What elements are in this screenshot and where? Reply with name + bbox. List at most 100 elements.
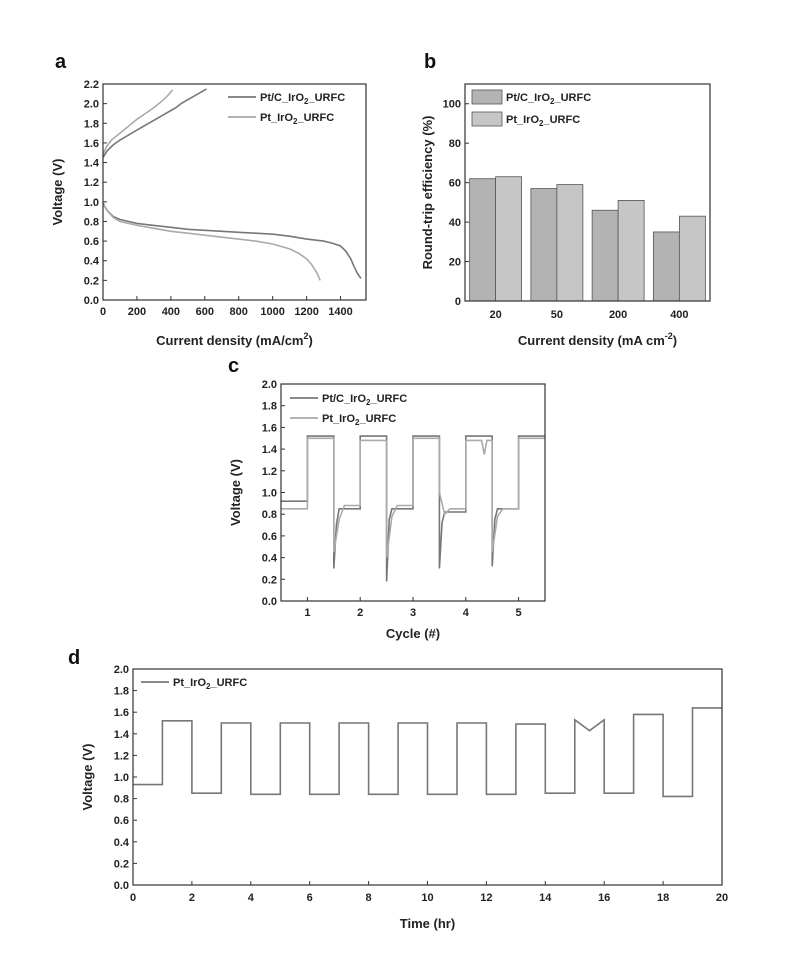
y-axis-label-b: Round-trip efficiency (%): [420, 116, 435, 270]
x-tick-label-d-0: 0: [130, 892, 136, 904]
legend-sub-b-1: 2: [539, 119, 544, 128]
y-tick-label-d-0: 0.0: [114, 880, 129, 892]
x-axis-label-d: Time (hr): [400, 916, 455, 931]
series-line-a-0-1: [102, 201, 362, 279]
series-line-d-0: [133, 707, 722, 798]
y-tick-label-d-1: 0.2: [114, 858, 129, 870]
bar-b-0-0: [469, 178, 497, 302]
bar-b-1-1: [556, 184, 584, 302]
y-tick-label-d-6: 1.2: [114, 750, 129, 762]
legend-label-b-0: Pt/C_IrO2_URFC: [506, 92, 591, 106]
y-tick-label-c-0: 0.0: [262, 596, 277, 608]
legend-sub-a-0: 2: [304, 97, 309, 106]
legend-sub-a-1: 2: [293, 117, 298, 126]
x-tick-label-d-10: 20: [716, 892, 728, 904]
y-tick-label-a-9: 1.8: [84, 118, 99, 130]
legend-text-b-1: Pt_IrO: [506, 114, 539, 126]
x-axis-label-sup-a: 2: [304, 331, 309, 341]
x-axis-label-sup-b: -2: [665, 331, 673, 341]
y-tick-label-a-8: 1.6: [84, 138, 99, 150]
y-tick-label-a-2: 0.4: [84, 256, 100, 268]
plot-frame-a: [102, 83, 367, 301]
y-tick-label-c-1: 0.2: [262, 574, 277, 586]
panel-b-chart: 0 20 40 60 80 100 Round-trip efficiency (%) 20 5…: [420, 83, 711, 348]
x-tick-label-a-2: 400: [162, 306, 180, 318]
y-axis-label-d: Voltage (V): [80, 744, 95, 811]
y-tick-label-a-6: 1.2: [84, 177, 99, 189]
legend-swatch-b-0: [471, 89, 503, 105]
x-tick-label-a-0: 0: [100, 306, 106, 318]
y-tick-label-b-4: 80: [449, 138, 461, 150]
y-tick-label-b-0: 0: [455, 296, 461, 308]
legend-sub-b-0: 2: [550, 97, 555, 106]
legend-text-b-0: Pt/C_IrO: [506, 92, 550, 104]
legend-suffix-c-0: _URFC: [369, 393, 407, 405]
y-tick-label-d-10: 2.0: [114, 664, 129, 676]
y-tick-label-b-1: 20: [449, 257, 461, 269]
legend-text-c-1: Pt_IrO: [322, 413, 355, 425]
legend-text-a-1: Pt_IrO: [260, 112, 293, 124]
y-tick-label-c-4: 0.8: [262, 509, 277, 521]
series-line-a-1-1: [102, 201, 321, 281]
x-tick-label-d-7: 14: [539, 892, 552, 904]
legend-suffix-a-1: _URFC: [296, 112, 334, 124]
series-line-a-1-0: [102, 89, 174, 156]
legend-label-d-0: Pt_IrO2_URFC: [173, 677, 247, 691]
legend-swatch-b-1: [471, 111, 503, 127]
legend-text-d-0: Pt_IrO: [173, 677, 206, 689]
x-tick-label-c-4: 5: [516, 607, 522, 619]
legend-sub-c-0: 2: [366, 398, 371, 407]
y-tick-label-a-5: 1.0: [84, 197, 99, 209]
plot-frame-d: [132, 668, 723, 886]
x-tick-label-d-5: 10: [421, 892, 433, 904]
y-tick-label-d-9: 1.8: [114, 686, 129, 698]
x-tick-label-a-7: 1400: [328, 306, 352, 318]
x-tick-label-d-9: 18: [657, 892, 669, 904]
plot-frame-c: [280, 383, 546, 602]
y-tick-label-d-5: 1.0: [114, 772, 129, 784]
bar-b-0-2: [591, 209, 619, 302]
legend-label-a-0: Pt/C_IrO2_URFC: [260, 92, 345, 106]
x-tick-label-d-6: 12: [480, 892, 492, 904]
y-tick-label-a-0: 0.0: [84, 295, 99, 307]
x-axis-label-b: Current density (mA cm-2): [518, 331, 677, 348]
x-tick-label-a-4: 800: [230, 306, 248, 318]
x-axis-label-a: Current density (mA/cm2): [156, 331, 313, 348]
y-tick-label-a-4: 0.8: [84, 216, 99, 228]
series-line-c-1: [281, 437, 545, 558]
x-axis-label-text-a: Current density (mA/cm: [156, 333, 303, 348]
y-tick-label-a-7: 1.4: [84, 158, 100, 170]
x-axis-label-c: Cycle (#): [386, 626, 440, 641]
series-line-a-0-0: [102, 88, 207, 159]
x-tick-label-b-2: 200: [609, 309, 627, 321]
panel-d-chart: 0.0 0.2 0.4 0.6 0.8 1.0 1.2 1.4 1.6 1.8 2.0 Voltage…: [80, 664, 728, 931]
legend-suffix-b-1: _URFC: [542, 114, 580, 126]
y-tick-label-a-1: 0.2: [84, 275, 99, 287]
bar-b-0-3: [652, 231, 680, 302]
bar-b-0-1: [530, 188, 558, 302]
x-axis-label-close-b: ): [673, 333, 677, 348]
y-tick-label-c-10: 2.0: [262, 379, 277, 391]
y-tick-label-a-10: 2.0: [84, 99, 99, 111]
legend-suffix-b-0: _URFC: [553, 92, 591, 104]
y-tick-label-c-5: 1.0: [262, 488, 277, 500]
legend-suffix-c-1: _URFC: [358, 413, 396, 425]
x-tick-label-d-8: 16: [598, 892, 610, 904]
x-tick-label-c-3: 4: [463, 607, 470, 619]
bar-b-1-2: [617, 199, 645, 302]
legend-sub-d-0: 2: [206, 682, 211, 691]
y-tick-label-d-2: 0.4: [114, 837, 130, 849]
x-tick-label-b-1: 50: [551, 309, 563, 321]
x-tick-label-b-3: 400: [670, 309, 688, 321]
x-tick-label-d-1: 2: [189, 892, 195, 904]
y-tick-label-d-4: 0.8: [114, 794, 129, 806]
bar-b-1-3: [678, 215, 706, 302]
y-tick-label-b-5: 100: [443, 99, 461, 111]
plot-frame-b: [464, 83, 711, 302]
bar-b-1-0: [495, 176, 523, 302]
y-tick-label-c-2: 0.4: [262, 553, 278, 565]
y-tick-label-b-2: 40: [449, 217, 461, 229]
y-tick-label-c-8: 1.6: [262, 422, 277, 434]
panel-label-c: c: [228, 355, 239, 377]
panel-label-d: d: [68, 647, 80, 669]
